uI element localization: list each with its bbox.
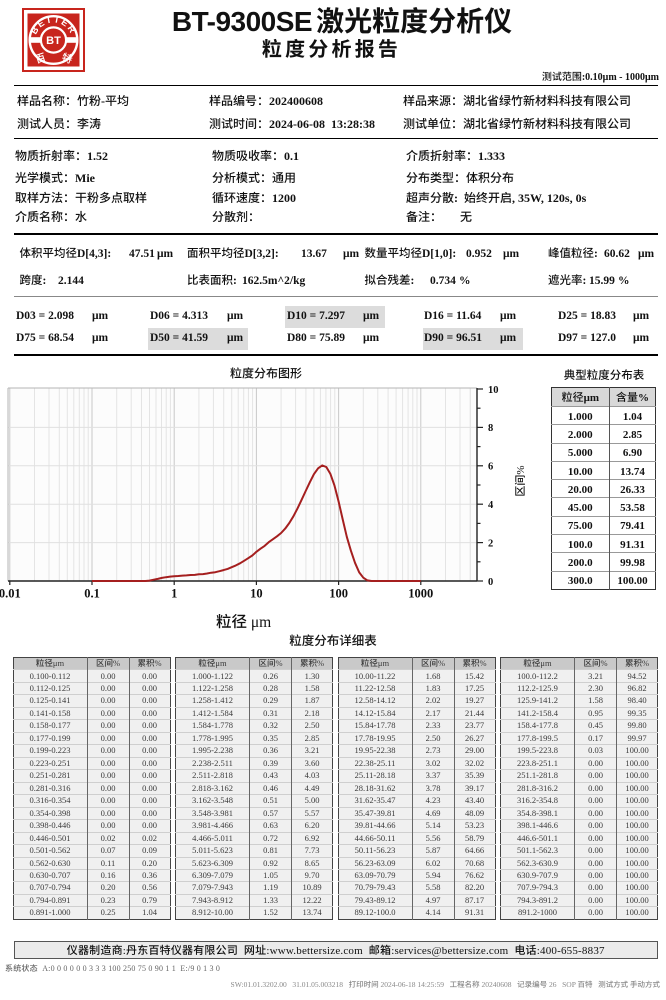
svg-text:4: 4	[488, 497, 494, 512]
svg-text:10: 10	[488, 382, 499, 397]
svg-text:0: 0	[488, 574, 493, 589]
svg-text:1: 1	[171, 583, 177, 602]
svg-text:100: 100	[329, 583, 348, 602]
svg-text:区间%: 区间%	[512, 465, 528, 496]
svg-text:特: 特	[60, 50, 75, 68]
svg-text:2: 2	[488, 535, 493, 550]
svg-text:百: 百	[33, 50, 48, 68]
svg-text:粒度分布图形: 粒度分布图形	[230, 365, 302, 382]
svg-text:BT: BT	[46, 35, 61, 47]
svg-text:8: 8	[488, 420, 493, 435]
svg-text:1000: 1000	[408, 583, 433, 602]
svg-text:0.01: 0.01	[0, 583, 21, 602]
svg-text:0.1: 0.1	[84, 583, 100, 602]
svg-text:10: 10	[250, 583, 263, 602]
svg-text:6: 6	[488, 459, 493, 474]
svg-text:粒径 μm: 粒径 μm	[216, 610, 271, 632]
